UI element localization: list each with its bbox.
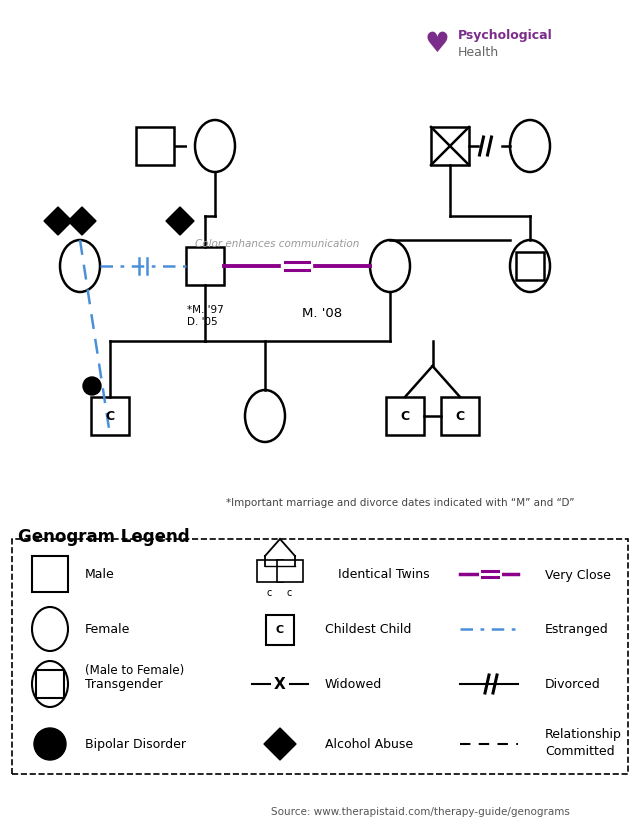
Bar xyxy=(431,128,469,165)
Text: Alcohol Abuse: Alcohol Abuse xyxy=(325,738,413,751)
Text: (Male to Female): (Male to Female) xyxy=(85,664,184,676)
Bar xyxy=(516,253,544,280)
Text: Source: www.therapistaid.com/therapy-guide/genograms: Source: www.therapistaid.com/therapy-gui… xyxy=(271,806,570,816)
Text: Transgender: Transgender xyxy=(85,677,163,691)
Ellipse shape xyxy=(510,241,550,293)
Text: Relationship: Relationship xyxy=(545,728,622,741)
Text: C: C xyxy=(401,410,410,423)
Text: Widowed: Widowed xyxy=(325,677,382,691)
Bar xyxy=(277,561,303,582)
Ellipse shape xyxy=(510,121,550,173)
Text: Color enhances communication: Color enhances communication xyxy=(195,239,359,249)
Text: C: C xyxy=(456,410,465,423)
Ellipse shape xyxy=(32,607,68,651)
Text: Estranged: Estranged xyxy=(545,623,609,636)
Text: Psychological Health and Traits Genogram: Psychological Health and Traits Genogram xyxy=(18,35,465,54)
Text: C: C xyxy=(106,410,115,423)
Polygon shape xyxy=(166,208,194,236)
Text: Female: Female xyxy=(85,623,131,636)
Bar xyxy=(266,615,294,645)
Text: M. '08: M. '08 xyxy=(302,307,342,319)
Ellipse shape xyxy=(32,662,68,707)
Text: Very Close: Very Close xyxy=(545,568,611,581)
Text: ♥: ♥ xyxy=(425,30,450,58)
Text: c: c xyxy=(286,587,292,597)
Text: c: c xyxy=(266,587,272,597)
Text: Childest Child: Childest Child xyxy=(325,623,412,636)
Ellipse shape xyxy=(370,241,410,293)
Bar xyxy=(91,398,129,436)
Text: Bipolar Disorder: Bipolar Disorder xyxy=(85,738,186,751)
Bar xyxy=(12,539,628,774)
Bar xyxy=(410,8,625,79)
Bar xyxy=(32,557,68,592)
Polygon shape xyxy=(264,728,296,760)
Text: X: X xyxy=(274,676,286,691)
Bar xyxy=(441,398,479,436)
Bar xyxy=(36,670,64,698)
Text: Divorced: Divorced xyxy=(545,677,601,691)
Text: *Important marriage and divorce dates indicated with “M” and “D”: *Important marriage and divorce dates in… xyxy=(226,497,574,508)
Text: Male: Male xyxy=(85,568,115,581)
Text: Psychological: Psychological xyxy=(458,28,553,41)
Text: C: C xyxy=(276,624,284,634)
Bar xyxy=(386,398,424,436)
Bar xyxy=(257,561,283,582)
Ellipse shape xyxy=(60,241,100,293)
Polygon shape xyxy=(44,208,72,236)
Text: Committed: Committed xyxy=(545,744,614,758)
Text: *M. '97
D. '05: *M. '97 D. '05 xyxy=(187,304,224,326)
Bar xyxy=(136,128,174,165)
Text: Identical Twins: Identical Twins xyxy=(338,568,429,581)
Ellipse shape xyxy=(195,121,235,173)
Circle shape xyxy=(83,378,101,395)
Text: Genogram Legend: Genogram Legend xyxy=(18,528,189,545)
Ellipse shape xyxy=(245,390,285,442)
Bar xyxy=(186,248,224,285)
Polygon shape xyxy=(68,208,96,236)
Circle shape xyxy=(34,728,66,760)
Text: Health: Health xyxy=(458,46,499,60)
